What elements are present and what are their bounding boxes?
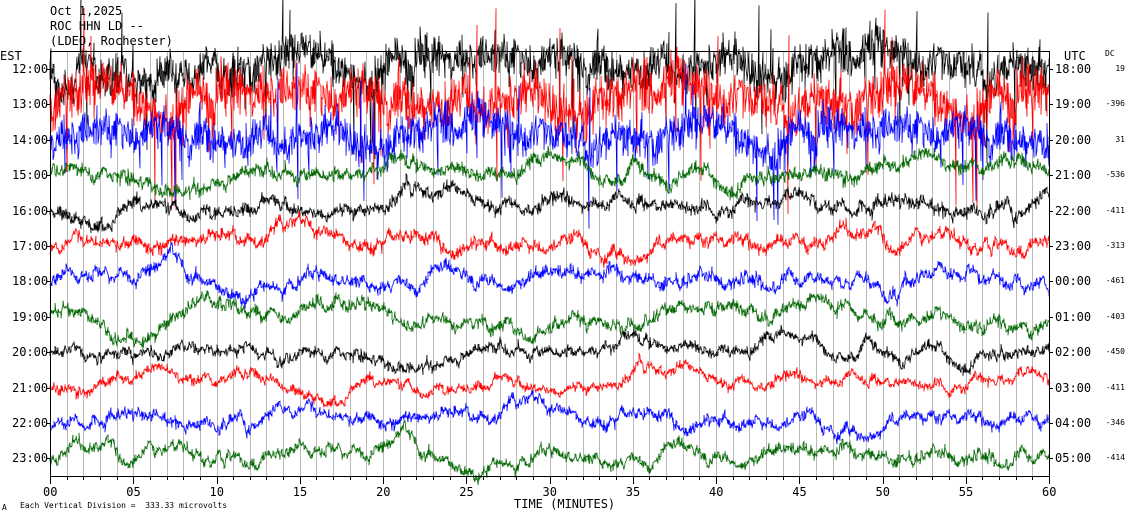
dc-offset-label: -403 bbox=[1105, 311, 1125, 321]
dc-offset-label: -414 bbox=[1105, 453, 1125, 463]
header-station: ROC HHN LD -- bbox=[50, 19, 144, 33]
dc-header: DC bbox=[1105, 49, 1115, 58]
x-tick-label: 05 bbox=[126, 485, 141, 499]
trace-2000 bbox=[49, 324, 1050, 377]
utc-label: 02:00 bbox=[1055, 345, 1092, 360]
utc-label: 18:00 bbox=[1055, 62, 1092, 76]
est-label: 22:00 bbox=[12, 416, 49, 430]
trace-2300 bbox=[49, 420, 1050, 486]
x-tick-label: 45 bbox=[792, 485, 807, 499]
trace-1900 bbox=[49, 290, 1050, 349]
trace-1400 bbox=[49, 62, 1050, 229]
trace-1300 bbox=[49, 7, 1050, 215]
est-label: 18:00 bbox=[12, 274, 49, 289]
est-label: 13:00 bbox=[12, 97, 49, 112]
utc-label: 00:00 bbox=[1055, 274, 1092, 289]
right-axis-label: UTC bbox=[1064, 49, 1086, 63]
left-axis-label: EST bbox=[0, 49, 22, 63]
utc-label: 04:00 bbox=[1055, 416, 1092, 430]
dc-offset-label: -411 bbox=[1105, 382, 1125, 392]
trace-1800 bbox=[49, 242, 1050, 310]
est-label: 17:00 bbox=[12, 239, 49, 253]
x-tick-label: 20 bbox=[376, 485, 391, 499]
est-label: 23:00 bbox=[12, 451, 49, 466]
header-location: (LDEO, Rochester) bbox=[50, 34, 173, 48]
x-tick-label: 40 bbox=[709, 485, 724, 499]
footer-mark: A bbox=[2, 503, 7, 512]
trace-1700 bbox=[49, 212, 1050, 268]
x-tick-label: 15 bbox=[292, 485, 308, 499]
trace-1600 bbox=[49, 173, 1050, 234]
est-label: 12:00 bbox=[12, 62, 49, 76]
est-label: 20:00 bbox=[12, 345, 49, 360]
utc-label: 20:00 bbox=[1055, 132, 1092, 147]
dc-offset-label: -313 bbox=[1105, 241, 1125, 250]
utc-label: 03:00 bbox=[1055, 380, 1092, 395]
utc-label: 05:00 bbox=[1055, 451, 1092, 466]
utc-label: 01:00 bbox=[1055, 309, 1092, 324]
trace-1500 bbox=[49, 145, 1050, 201]
trace-2100 bbox=[49, 352, 1050, 408]
utc-label: 23:00 bbox=[1055, 239, 1092, 253]
x-tick-label: 35 bbox=[625, 485, 641, 499]
x-tick-label: 00 bbox=[43, 485, 58, 499]
footer-scale-note: Each Vertical Division = 333.33 microvol… bbox=[20, 501, 228, 510]
dc-offset-label: -346 bbox=[1105, 418, 1125, 427]
dc-offset-label: -411 bbox=[1105, 205, 1125, 215]
x-tick-label: 10 bbox=[209, 485, 224, 499]
est-label: 21:00 bbox=[12, 380, 49, 395]
dc-offset-label: 19 bbox=[1115, 64, 1125, 73]
x-axis-label: TIME (MINUTES) bbox=[514, 497, 616, 511]
trace-2200 bbox=[49, 390, 1050, 445]
trace-1200 bbox=[49, 0, 1050, 164]
est-label: 16:00 bbox=[12, 203, 49, 218]
dc-offset-label: 31 bbox=[1115, 134, 1125, 144]
x-tick-label: 25 bbox=[459, 485, 474, 499]
dc-offset-label: -536 bbox=[1105, 170, 1125, 180]
x-tick-label: 60 bbox=[1042, 485, 1057, 499]
x-tick-label: 50 bbox=[875, 485, 890, 499]
header-date: Oct 1,2025 bbox=[50, 4, 123, 18]
est-label: 15:00 bbox=[12, 168, 49, 183]
dc-offset-label: -450 bbox=[1105, 347, 1125, 357]
x-tick-label: 30 bbox=[542, 485, 557, 499]
utc-label: 22:00 bbox=[1055, 203, 1092, 218]
utc-label: 19:00 bbox=[1055, 97, 1092, 112]
est-label: 14:00 bbox=[12, 132, 49, 147]
x-tick-label: 55 bbox=[958, 485, 974, 499]
est-label: 19:00 bbox=[12, 309, 49, 324]
utc-label: 21:00 bbox=[1055, 168, 1092, 183]
dc-offset-label: -396 bbox=[1105, 99, 1125, 109]
dc-offset-label: -461 bbox=[1105, 276, 1125, 286]
